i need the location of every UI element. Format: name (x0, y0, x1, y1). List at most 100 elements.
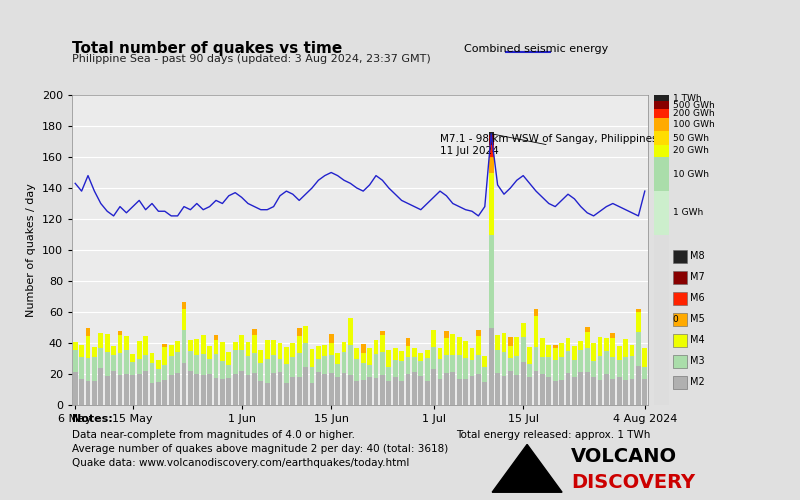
Bar (572, 360, 577, 377)
Bar (508, 358, 513, 371)
Bar (546, 345, 551, 357)
Bar (527, 364, 532, 377)
Text: M4: M4 (690, 335, 704, 345)
Bar (258, 362, 263, 381)
Bar (489, 136, 494, 144)
Bar (508, 337, 513, 345)
Text: Philippine Sea - past 90 days (updated: 3 Aug 2024, 23:37 GMT): Philippine Sea - past 90 days (updated: … (72, 54, 430, 64)
Bar (572, 346, 577, 360)
Bar (73, 342, 78, 350)
Bar (169, 375, 174, 405)
Bar (553, 348, 558, 360)
Bar (380, 352, 385, 374)
Bar (175, 352, 180, 374)
Bar (246, 342, 250, 356)
Text: M7: M7 (690, 272, 704, 282)
Bar (310, 382, 314, 405)
Text: 1 TWh: 1 TWh (673, 94, 702, 102)
Bar (162, 347, 167, 366)
Bar (143, 372, 148, 405)
Bar (98, 334, 103, 348)
Bar (303, 367, 308, 405)
Bar (438, 378, 442, 405)
Bar (534, 316, 538, 348)
Bar (444, 354, 449, 373)
Bar (354, 359, 359, 380)
Bar (482, 367, 487, 382)
Bar (418, 361, 423, 376)
Bar (188, 351, 193, 372)
Bar (450, 334, 455, 354)
Bar (610, 358, 615, 378)
Bar (169, 346, 174, 356)
Bar (380, 374, 385, 405)
Bar (482, 356, 487, 367)
Bar (367, 348, 372, 365)
Bar (297, 352, 302, 377)
Bar (271, 340, 276, 354)
Bar (105, 352, 110, 376)
Text: Average number of quakes above magnitude 2 per day: 40 (total: 3618): Average number of quakes above magnitude… (72, 444, 448, 454)
Bar (92, 381, 97, 405)
Bar (156, 360, 161, 368)
Text: 20 GWh: 20 GWh (673, 146, 709, 156)
Bar (111, 372, 116, 405)
Bar (220, 380, 225, 405)
Bar (150, 363, 154, 383)
Bar (630, 379, 634, 405)
Bar (322, 374, 327, 405)
Bar (406, 357, 410, 374)
Bar (431, 346, 436, 369)
Bar (194, 374, 199, 405)
Bar (342, 374, 346, 405)
Bar (239, 335, 244, 350)
Bar (636, 308, 641, 312)
Bar (162, 380, 167, 405)
Bar (604, 374, 609, 405)
Bar (258, 381, 263, 405)
Text: Combined seismic energy: Combined seismic energy (464, 44, 608, 54)
Text: 10 GWh: 10 GWh (673, 170, 709, 178)
Bar (361, 380, 366, 405)
Bar (393, 348, 398, 360)
Bar (540, 338, 545, 357)
Text: Notes:: Notes: (72, 414, 113, 424)
Bar (130, 362, 135, 375)
Bar (566, 338, 570, 351)
Bar (534, 348, 538, 371)
Bar (182, 362, 186, 405)
Bar (636, 366, 641, 405)
Bar (182, 310, 186, 330)
Bar (361, 362, 366, 380)
Bar (156, 382, 161, 405)
Text: 100 GWh: 100 GWh (673, 120, 714, 129)
Polygon shape (492, 444, 562, 492)
Bar (514, 356, 519, 376)
Bar (233, 342, 238, 350)
Bar (617, 360, 622, 377)
Bar (150, 383, 154, 405)
Bar (546, 357, 551, 377)
Bar (559, 380, 564, 405)
Bar (214, 340, 218, 354)
Bar (130, 375, 135, 405)
Bar (124, 336, 129, 350)
Bar (591, 343, 596, 361)
Bar (489, 144, 494, 157)
Bar (591, 361, 596, 376)
Bar (162, 366, 167, 380)
Bar (297, 328, 302, 336)
Text: Total energy released: approx. 1 TWh: Total energy released: approx. 1 TWh (456, 430, 650, 440)
Bar (316, 346, 321, 358)
Text: M7.1 - 98 km WSW of Sangay, Philippines
11 Jul 2024: M7.1 - 98 km WSW of Sangay, Philippines … (440, 134, 658, 156)
Bar (169, 356, 174, 375)
Bar (450, 354, 455, 372)
Bar (412, 372, 417, 405)
Text: M6: M6 (690, 293, 704, 303)
Bar (207, 346, 212, 359)
Bar (124, 374, 129, 405)
Bar (201, 354, 206, 376)
Bar (585, 327, 590, 332)
Bar (348, 375, 353, 405)
Bar (118, 375, 122, 405)
